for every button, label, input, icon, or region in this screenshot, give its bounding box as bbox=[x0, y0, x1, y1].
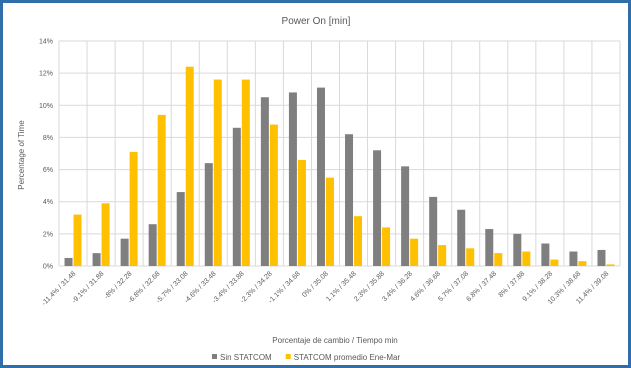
bar-sin-statcom bbox=[288, 92, 297, 266]
legend-label: Sin STATCOM bbox=[220, 353, 272, 362]
bar-sin-statcom bbox=[345, 134, 354, 266]
legend-swatch bbox=[285, 354, 291, 359]
bar-statcom-promedio bbox=[157, 114, 166, 266]
bar-sin-statcom bbox=[260, 97, 269, 266]
bar-sin-statcom bbox=[569, 251, 578, 266]
bar-statcom-promedio bbox=[382, 227, 391, 266]
bar-sin-statcom bbox=[176, 192, 185, 266]
bar-statcom-promedio bbox=[325, 177, 334, 266]
bar-statcom-promedio bbox=[101, 203, 110, 266]
y-tick-label: 12% bbox=[39, 71, 53, 78]
y-tick-label: 4% bbox=[43, 199, 53, 206]
bar-sin-statcom bbox=[373, 150, 382, 266]
x-tick-label: 0% / 35.08 bbox=[301, 270, 330, 299]
grid-lines bbox=[58, 40, 621, 267]
y-tick-label: 14% bbox=[39, 39, 53, 46]
bar-sin-statcom bbox=[316, 87, 325, 266]
bar-sin-statcom bbox=[485, 229, 494, 266]
power-on-chart: Power On [min] 0% 2% 4% 6% 8% 10% 12% 14% Perce… bbox=[17, 16, 621, 362]
bar-statcom-promedio bbox=[269, 124, 278, 266]
bar-sin-statcom bbox=[148, 224, 157, 266]
y-tick-label: 8% bbox=[43, 135, 53, 142]
bar-statcom-promedio bbox=[550, 259, 559, 266]
x-axis-label: Porcentaje de cambio / Tiempo min bbox=[272, 336, 397, 345]
bar-sin-statcom bbox=[429, 196, 438, 266]
y-tick-label: 0% bbox=[43, 264, 53, 271]
bar-statcom-promedio bbox=[354, 216, 363, 266]
bar-statcom-promedio bbox=[213, 79, 222, 266]
bar-statcom-promedio bbox=[466, 248, 475, 266]
y-axis-label: Percentage of Time bbox=[17, 120, 26, 190]
x-tick-label: -8% / 32.28 bbox=[103, 270, 133, 300]
x-axis-ticks: -11.4% / 31.48-9.1% / 31.88-8% / 32.28-6… bbox=[41, 270, 611, 307]
bar-sin-statcom bbox=[120, 238, 129, 266]
bar-statcom-promedio bbox=[578, 261, 587, 266]
x-tick-label: 8% / 37.88 bbox=[498, 270, 527, 299]
bar-sin-statcom bbox=[401, 166, 410, 266]
bar-statcom-promedio bbox=[438, 245, 447, 266]
y-tick-label: 2% bbox=[43, 231, 53, 238]
bar-statcom-promedio bbox=[185, 66, 194, 266]
bar-sin-statcom bbox=[64, 257, 73, 266]
bar-sin-statcom bbox=[541, 243, 550, 266]
bar-statcom-promedio bbox=[129, 151, 138, 266]
bar-sin-statcom bbox=[92, 253, 101, 266]
bar-sin-statcom bbox=[232, 127, 241, 267]
legend-label: STATCOM promedio Ene-Mar bbox=[294, 353, 401, 362]
bar-statcom-promedio bbox=[241, 79, 250, 266]
bar-sin-statcom bbox=[597, 249, 606, 266]
legend: Sin STATCOM STATCOM promedio Ene-Mar bbox=[212, 353, 400, 362]
bar-statcom-promedio bbox=[606, 264, 615, 266]
bar-sin-statcom bbox=[457, 209, 466, 266]
bar-statcom-promedio bbox=[522, 251, 531, 266]
bar-statcom-promedio bbox=[494, 253, 503, 266]
chart-title: Power On [min] bbox=[282, 16, 351, 27]
x-tick-label: 6.8% / 37.48 bbox=[465, 270, 498, 303]
y-tick-label: 6% bbox=[43, 167, 53, 174]
bar-statcom-promedio bbox=[410, 238, 419, 266]
y-axis-ticks: 0% 2% 4% 6% 8% 10% 12% 14% bbox=[39, 39, 53, 271]
y-tick-label: 10% bbox=[39, 103, 53, 110]
bar-series bbox=[64, 66, 615, 267]
bar-sin-statcom bbox=[204, 163, 213, 266]
legend-swatch bbox=[212, 354, 217, 359]
bar-statcom-promedio bbox=[73, 214, 82, 266]
bar-sin-statcom bbox=[513, 233, 522, 266]
bar-statcom-promedio bbox=[297, 159, 306, 266]
